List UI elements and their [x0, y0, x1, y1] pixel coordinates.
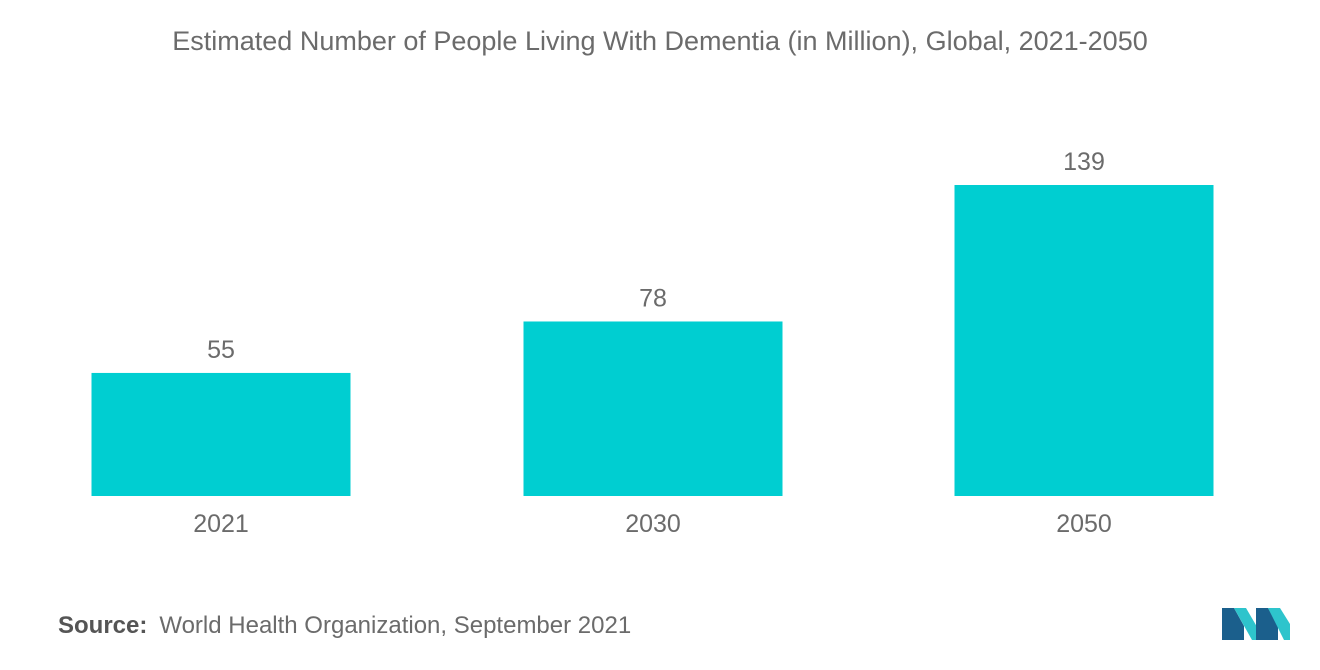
- source-note: Source: World Health Organization, Septem…: [58, 612, 631, 640]
- bar-2050: [954, 185, 1214, 496]
- source-label: Source:: [58, 612, 148, 639]
- data-label-2050: 139: [1063, 148, 1105, 176]
- company-logo-icon: [1222, 608, 1290, 640]
- source-text: World Health Organization, September 202…: [159, 612, 632, 639]
- x-tick-label-2050: 2050: [1056, 510, 1112, 538]
- x-tick-label-2021: 2021: [193, 510, 249, 538]
- bar-2030: [523, 321, 783, 496]
- data-label-2030: 78: [639, 284, 667, 312]
- chart-title: Estimated Number of People Living With D…: [172, 26, 1148, 56]
- x-tick-label-2030: 2030: [625, 510, 681, 538]
- bar-2021: [91, 372, 351, 496]
- data-label-2021: 55: [207, 336, 235, 364]
